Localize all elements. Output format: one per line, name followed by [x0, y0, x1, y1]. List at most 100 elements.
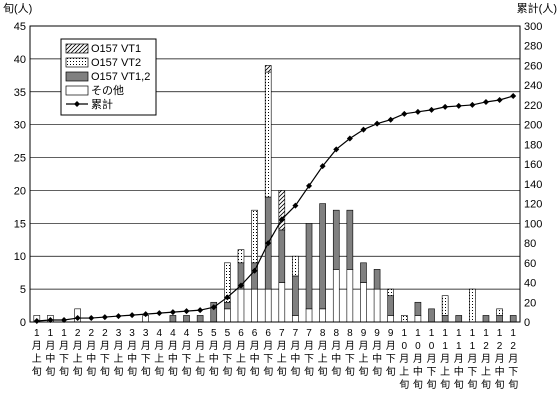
month-digit: 1 — [510, 328, 516, 339]
month-suffix: 月 — [481, 353, 491, 365]
period-suffix: 旬 — [318, 365, 328, 378]
right-tick-label: 120 — [524, 199, 542, 211]
period-suffix: 旬 — [413, 378, 423, 391]
period-suffix: 旬 — [100, 365, 110, 378]
period-label: 下 — [222, 354, 232, 365]
right-tick-label: 0 — [524, 317, 530, 329]
period-suffix: 旬 — [427, 378, 437, 391]
bar-segment — [387, 315, 394, 323]
cumulative-point — [510, 93, 517, 100]
month-digit: 1 — [497, 328, 503, 339]
period-label: 上 — [358, 353, 368, 365]
cumulative-point — [374, 120, 381, 127]
period-suffix: 旬 — [399, 378, 409, 391]
month-suffix: 月 — [32, 340, 42, 352]
cumulative-point — [74, 315, 81, 322]
period-suffix: 旬 — [154, 365, 164, 378]
left-tick-label: 45 — [14, 21, 26, 33]
period-suffix: 旬 — [113, 365, 123, 378]
cumulative-point — [442, 103, 449, 110]
month-suffix: 月 — [495, 353, 505, 365]
month-digit: 3 — [129, 328, 135, 339]
right-axis-title: 累計(人) — [517, 1, 557, 15]
month-digit: 2 — [75, 328, 81, 339]
bar-segment — [441, 295, 449, 316]
month-suffix: 月 — [209, 340, 219, 352]
month-suffix: 月 — [290, 340, 300, 352]
right-tick-label: 100 — [524, 218, 542, 230]
period-suffix: 旬 — [467, 378, 477, 391]
period-label: 上 — [113, 353, 123, 365]
bar-segment — [387, 295, 394, 316]
bar-segment — [441, 315, 449, 323]
month-suffix: 月 — [399, 353, 409, 365]
month-suffix: 月 — [127, 340, 137, 352]
period-label: 下 — [508, 367, 518, 378]
month-digit: 4 — [170, 328, 176, 339]
month-suffix: 月 — [413, 353, 423, 365]
right-tick-label: 180 — [524, 139, 542, 151]
month-digit: 1 — [442, 328, 448, 339]
period-label: 中 — [168, 352, 178, 365]
month-digit: 1 — [402, 328, 408, 339]
cumulative-point — [33, 318, 40, 325]
bar-segment — [278, 282, 286, 323]
month-digit: 3 — [143, 328, 149, 339]
month-suffix: 月 — [304, 340, 314, 352]
bar-segment — [237, 288, 245, 323]
period-suffix: 旬 — [440, 378, 450, 391]
legend: O157 VT1 O157 VT2 O157 VT1,2 その他 累計 — [60, 38, 157, 116]
right-tick-label: 80 — [524, 238, 536, 250]
period-suffix: 旬 — [345, 365, 355, 378]
period-label: 中 — [331, 352, 341, 365]
month-suffix: 月 — [263, 340, 273, 352]
month-suffix: 月 — [345, 340, 355, 352]
period-suffix: 旬 — [59, 365, 69, 378]
cumulative-point — [115, 313, 122, 320]
month-digit: 1 — [415, 328, 421, 339]
bar-segment — [332, 209, 340, 270]
right-tick-label: 140 — [524, 179, 542, 191]
cumulative-point — [265, 240, 272, 247]
cumulative-point — [224, 294, 231, 301]
month-suffix: 月 — [331, 340, 341, 352]
bar-segment — [224, 301, 231, 310]
bar-segment — [237, 249, 245, 264]
cumulative-point — [278, 216, 285, 223]
category-labels: 1月上旬1月中旬1月下旬2月上旬2月中旬2月下旬3月上旬3月中旬3月下旬4月上旬… — [32, 328, 518, 391]
month-suffix: 月 — [440, 353, 450, 365]
right-tick-label: 200 — [524, 120, 542, 132]
bar-segment — [360, 282, 367, 323]
month-suffix: 月 — [45, 340, 55, 352]
period-label: 中 — [250, 352, 260, 365]
cumulative-point — [482, 98, 489, 105]
period-suffix: 旬 — [250, 365, 260, 378]
month-digit: 6 — [238, 328, 244, 339]
month-suffix: 月 — [59, 340, 69, 352]
cumulative-point — [210, 304, 217, 311]
cumulative-point — [428, 106, 435, 113]
month-digit: 1 — [61, 328, 67, 339]
legend-label-other: その他 — [91, 84, 124, 97]
right-tick-label: 300 — [524, 21, 542, 33]
month-digit: 7 — [293, 328, 299, 339]
bar-segment — [319, 203, 326, 310]
cumulative-point — [346, 135, 353, 142]
month-suffix: 月 — [100, 340, 110, 352]
bar-segment — [414, 301, 422, 316]
cumulative-line — [33, 93, 517, 325]
month-digit: 9 — [361, 328, 367, 339]
left-tick-label: 30 — [14, 120, 26, 132]
month-digit: 2 — [483, 341, 489, 352]
period-label: 下 — [141, 354, 151, 365]
cumulative-point — [237, 282, 244, 289]
bar-segment — [346, 209, 354, 270]
period-label: 上 — [399, 366, 409, 378]
bar-segment — [305, 308, 313, 323]
cumulative-line-path — [36, 95, 514, 322]
cumulative-point — [319, 163, 326, 170]
legend-swatch-vt12 — [65, 71, 89, 82]
period-suffix: 旬 — [358, 365, 368, 378]
bar-segment — [169, 315, 177, 323]
